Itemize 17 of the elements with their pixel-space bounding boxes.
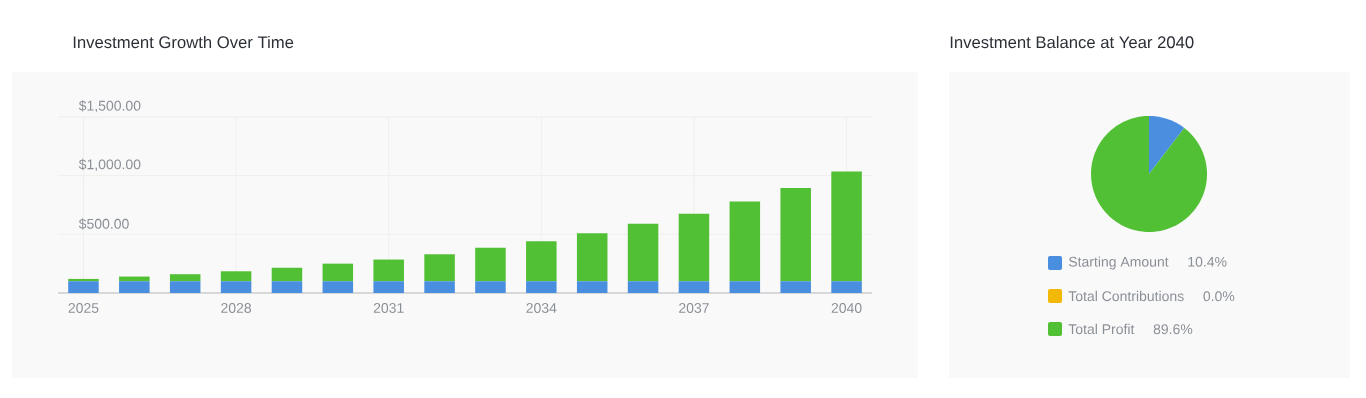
text: 0.0% [1203, 291, 1235, 302]
data-label: 10.4% [1188, 256, 1227, 267]
y-tick-label: $500.00 [78, 218, 129, 230]
data-label: 89.6% [1153, 324, 1193, 335]
legend-label: Starting Amount [1068, 256, 1169, 270]
x-tick-label: 2040 [831, 303, 862, 313]
y-tick-label: $1,500.00 [78, 100, 141, 113]
x-tick-label: 2025 [68, 303, 99, 313]
x-tick-label: 2031 [373, 303, 404, 313]
chart-title: Investment Balance at Year 2040 [950, 35, 1194, 49]
chart-title: Investment Growth Over Time [73, 35, 294, 49]
x-tick-label: 2037 [679, 303, 709, 313]
x-tick-label: 2034 [526, 303, 557, 313]
legend-label: Total Contributions [1068, 290, 1184, 302]
x-tick-label: 2028 [221, 303, 252, 313]
legend-label: Total Profit [1068, 323, 1135, 335]
y-tick-label: $1,000.00 [78, 158, 141, 171]
